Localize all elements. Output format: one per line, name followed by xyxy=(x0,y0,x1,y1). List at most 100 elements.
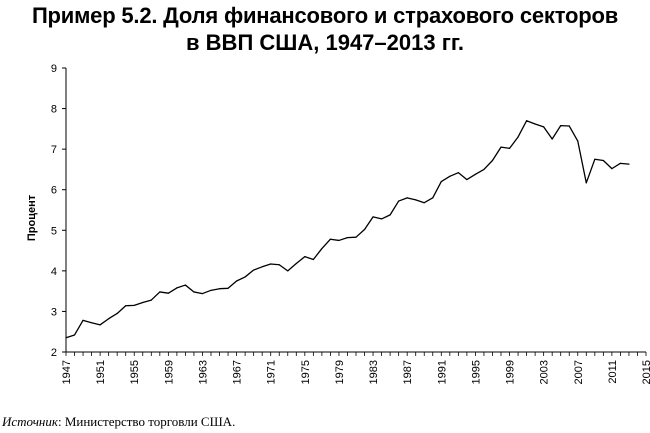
data-point xyxy=(218,288,221,290)
data-point xyxy=(244,276,246,278)
data-point xyxy=(551,138,553,140)
y-tick-label: 6 xyxy=(51,185,57,197)
data-point xyxy=(611,168,613,170)
data-point xyxy=(167,292,169,294)
x-tick-label: 1971 xyxy=(266,360,278,384)
x-tick-label: 1951 xyxy=(95,360,107,384)
data-point xyxy=(543,126,545,128)
x-tick-label: 1999 xyxy=(505,360,517,384)
data-point xyxy=(508,147,511,149)
data-point xyxy=(346,236,349,239)
data-point xyxy=(466,178,468,181)
data-point xyxy=(116,312,118,315)
data-point xyxy=(295,262,297,265)
data-point xyxy=(423,202,425,204)
x-tick-label: 1955 xyxy=(129,360,141,384)
data-point xyxy=(389,214,391,216)
data-point xyxy=(142,301,144,304)
data-point xyxy=(125,305,127,307)
data-point xyxy=(329,238,332,240)
data-point xyxy=(594,158,596,160)
y-tick-label: 8 xyxy=(51,104,57,116)
data-point xyxy=(82,319,84,321)
data-point xyxy=(253,269,255,271)
source-text: : Министерство торговли США. xyxy=(57,414,236,429)
data-point xyxy=(406,197,408,199)
data-point xyxy=(483,168,485,171)
data-point xyxy=(619,162,622,164)
data-point xyxy=(398,200,400,202)
chart-title-line1: Пример 5.2. Доля финансового и страховог… xyxy=(31,3,619,28)
x-tick-label: 1947 xyxy=(61,360,73,384)
data-point xyxy=(312,258,314,261)
series-layer xyxy=(65,120,630,339)
y-tick-label: 5 xyxy=(51,225,57,237)
data-point xyxy=(449,175,451,177)
x-axis: 1947 1951 1955 1959 1963 1967 1971 1975 1979 1983… xyxy=(61,351,650,384)
data-point xyxy=(321,247,323,250)
data-point xyxy=(304,256,306,258)
x-tick-label: 1963 xyxy=(197,360,209,384)
x-tick-label: 2011 xyxy=(607,360,619,384)
x-tick-label: 1987 xyxy=(402,360,414,384)
y-tick-label: 9 xyxy=(51,63,57,75)
data-point xyxy=(380,218,383,220)
data-point xyxy=(355,236,357,238)
data-point xyxy=(415,199,417,201)
data-point xyxy=(560,125,562,127)
x-tick-label: 2015 xyxy=(641,360,650,384)
data-point xyxy=(628,163,630,165)
data-point xyxy=(474,173,477,175)
y-tick-label: 2 xyxy=(51,347,57,359)
data-point xyxy=(372,216,374,218)
data-point xyxy=(210,289,212,291)
x-tick-label: 1995 xyxy=(470,360,482,384)
data-point xyxy=(270,263,272,265)
data-point xyxy=(201,292,204,295)
data-point xyxy=(338,239,340,242)
data-point xyxy=(491,159,494,162)
data-point xyxy=(517,136,519,138)
data-point xyxy=(457,172,459,174)
x-tick-label: 1975 xyxy=(300,360,312,384)
y-axis-label: Процент xyxy=(26,194,38,241)
x-tick-label: 1979 xyxy=(334,360,346,384)
data-point xyxy=(227,287,229,289)
data-point xyxy=(235,280,238,282)
chart-title-line2: в ВВП США, 1947–2013 гг. xyxy=(186,30,464,55)
data-point xyxy=(65,337,67,339)
y-tick-label: 3 xyxy=(51,306,57,318)
data-point xyxy=(432,197,434,199)
data-point xyxy=(577,140,579,142)
x-tick-label: 2003 xyxy=(539,360,551,384)
data-point xyxy=(525,120,528,122)
source-label: Источник xyxy=(2,414,58,429)
data-point xyxy=(176,287,178,289)
data-point xyxy=(568,125,570,127)
x-tick-label: 1959 xyxy=(163,360,175,384)
data-point xyxy=(108,318,110,320)
x-tick-label: 1967 xyxy=(232,360,244,384)
y-tick-label: 4 xyxy=(51,266,57,278)
source-note: Источник: Министерство торговли США. xyxy=(2,414,235,430)
x-tick-label: 2007 xyxy=(573,360,585,384)
data-point xyxy=(602,159,604,162)
data-point xyxy=(133,304,135,306)
data-point xyxy=(363,228,366,231)
data-point xyxy=(150,299,152,301)
data-point xyxy=(534,123,536,125)
data-point xyxy=(500,146,502,148)
data-point xyxy=(287,270,289,272)
y-tick-label: 7 xyxy=(51,144,57,156)
chart-title: Пример 5.2. Доля финансового и страховог… xyxy=(0,2,650,56)
data-point xyxy=(440,181,442,183)
data-point xyxy=(278,264,280,266)
data-point xyxy=(193,291,195,293)
x-tick-label: 1983 xyxy=(368,360,380,384)
data-point xyxy=(261,266,263,268)
data-point xyxy=(99,324,101,326)
data-point xyxy=(159,291,161,293)
y-axis: 2 3 4 5 6 7 8 9 xyxy=(51,63,67,359)
data-point xyxy=(184,284,187,286)
